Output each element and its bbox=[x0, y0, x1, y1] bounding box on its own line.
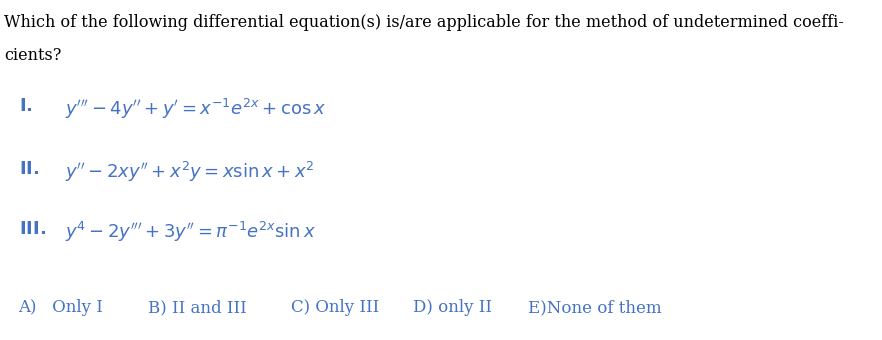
Text: cients?: cients? bbox=[4, 47, 62, 64]
Text: C) Only III: C) Only III bbox=[291, 299, 379, 316]
Text: D) only II: D) only II bbox=[413, 299, 492, 316]
Text: $y^4 - 2y''' + 3y'' = \pi^{-1}e^{2x}\sin x$: $y^4 - 2y''' + 3y'' = \pi^{-1}e^{2x}\sin… bbox=[65, 220, 316, 244]
Text: A)   Only I: A) Only I bbox=[19, 299, 103, 316]
Text: E)None of them: E)None of them bbox=[527, 299, 662, 316]
Text: Which of the following differential equation(s) is/are applicable for the method: Which of the following differential equa… bbox=[4, 14, 844, 31]
Text: $y''' - 4y'' + y' = x^{-1}e^{2x} + \cos x$: $y''' - 4y'' + y' = x^{-1}e^{2x} + \cos … bbox=[65, 97, 326, 121]
Text: B) II and III: B) II and III bbox=[147, 299, 246, 316]
Text: $\mathbf{I.}$: $\mathbf{I.}$ bbox=[19, 97, 33, 115]
Text: $\mathbf{III.}$: $\mathbf{III.}$ bbox=[19, 220, 46, 238]
Text: $y'' - 2xy'' + x^2y = x\sin x + x^2$: $y'' - 2xy'' + x^2y = x\sin x + x^2$ bbox=[65, 160, 315, 184]
Text: $\mathbf{II.}$: $\mathbf{II.}$ bbox=[19, 160, 39, 178]
